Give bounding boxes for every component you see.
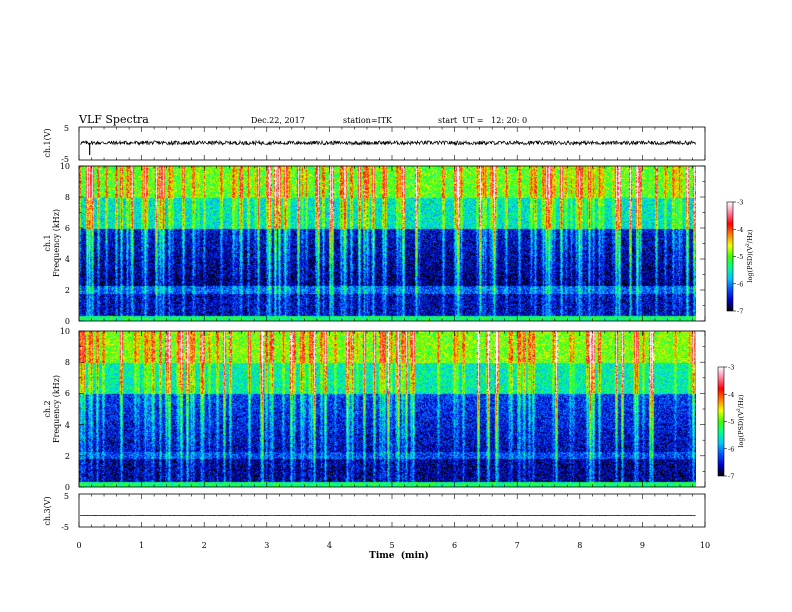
time-axis-label: Time (min) <box>369 550 429 561</box>
ch2-colorbar-tick-label: -6 <box>728 445 734 453</box>
time-axis-tick-label: 9 <box>640 541 645 550</box>
time-axis-tick-label: 8 <box>577 541 582 550</box>
time-axis-tick-label: 5 <box>389 541 394 550</box>
ch3-waveform-xticks <box>78 494 706 527</box>
ch2-spec-ytick-10: 10 <box>60 327 70 336</box>
ch1-spec-ytick-10: 10 <box>60 162 70 171</box>
ch2-spec-ytick-0: 0 <box>65 483 70 492</box>
ch2-colorbar-ticks: -3 -4 -5 -6 -7 <box>724 364 734 481</box>
ch3-ytick-bottom: -5 <box>61 523 69 532</box>
ch2-colorbar-tick-label: -7 <box>728 473 734 481</box>
ch1-colorbar-tick-label: -3 <box>737 199 743 207</box>
ch2-spec-ytick-6: 6 <box>65 389 70 398</box>
ch1-waveform-series <box>79 139 696 156</box>
ch1-colorbar-bar <box>726 201 734 312</box>
ch2-spec-ytick-2: 2 <box>65 452 70 461</box>
ch1-spec-ytick-4: 4 <box>65 255 70 264</box>
ch1-spec-ylabel-frequency: Frequency (kHz) <box>52 209 61 277</box>
time-axis-tick-label: 4 <box>327 541 332 550</box>
ch2-spec-ylabel-channel: ch.2 <box>43 400 52 417</box>
ch1-waveform-panel: 5 -5 ch.1(V) <box>43 124 706 164</box>
ch1-ylabel: ch.1(V) <box>43 128 52 157</box>
ch1-ytick-top: 5 <box>64 124 69 133</box>
ch2-colorbar-bar <box>717 366 725 477</box>
ch1-spec-ytick-6: 6 <box>65 224 70 233</box>
time-axis-tick-labels: 0 1 2 3 4 5 6 7 8 9 10 <box>76 541 710 550</box>
time-axis-tick-label: 3 <box>264 541 269 550</box>
ch1-colorbar-tick-label: -4 <box>737 226 743 234</box>
ch1-spec-ytick-0: 0 <box>65 317 70 326</box>
time-axis-tick-label: 2 <box>202 541 207 550</box>
ch3-waveform-panel: 5 -5 ch.3(V) <box>43 492 706 532</box>
ch3-ylabel: ch.3(V) <box>43 496 52 525</box>
ch2-spectrogram-image <box>79 331 696 487</box>
ch1-ytick-bottom: -5 <box>61 155 69 164</box>
waveform-trace <box>79 139 696 147</box>
ch1-colorbar: -3 -4 -5 -6 -7 log(PSD)(V2/Hz) <box>726 199 754 316</box>
ch2-colorbar-tick-label: -3 <box>728 364 734 372</box>
ch2-spec-ylabel-frequency: Frequency (kHz) <box>52 375 61 443</box>
ch2-spec-ytick-8: 8 <box>65 358 70 367</box>
header-station: station=ITK <box>343 116 393 125</box>
ch1-colorbar-tick-label: -6 <box>737 280 743 288</box>
ch1-colorbar-ticks: -3 -4 -5 -6 -7 <box>733 199 743 316</box>
time-axis-tick-label: 6 <box>452 541 457 550</box>
ch1-colorbar-label: log(PSD)(V2/Hz) <box>745 229 754 283</box>
ch1-spectrogram-ticks <box>78 165 706 322</box>
ch2-colorbar-label: log(PSD)(V2/Hz) <box>736 394 745 448</box>
header-start-ut: start UT = 12: 20: 0 <box>438 116 527 125</box>
ch2-spectrogram-ticks <box>78 330 706 488</box>
ch1-spec-ylabel-channel: ch.1 <box>43 234 52 251</box>
time-axis-tick-label: 7 <box>515 541 520 550</box>
ch2-spectrogram-panel: 0 2 4 6 8 10 ch.2 Frequency (kHz) <box>43 327 706 492</box>
ch1-spectrogram-image <box>79 166 696 321</box>
header-date: Dec.22, 2017 <box>251 116 305 125</box>
ch1-spec-ytick-2: 2 <box>65 286 70 295</box>
ch3-ytick-top: 5 <box>64 492 69 501</box>
ch2-colorbar-tick-label: -4 <box>728 391 734 399</box>
ch2-colorbar-tick-label: -5 <box>728 418 734 426</box>
ch1-colorbar-tick-label: -7 <box>737 308 743 316</box>
ch1-waveform-xticks <box>78 127 706 160</box>
time-axis-tick-label: 0 <box>76 541 81 550</box>
spectrogram-raster <box>79 166 696 321</box>
spectrogram-raster <box>79 331 696 487</box>
ch2-colorbar: -3 -4 -5 -6 -7 log(PSD)(V2/Hz) <box>717 364 745 481</box>
ch1-colorbar-tick-label: -5 <box>737 253 743 261</box>
ch1-spectrogram-panel: 0 2 4 6 8 10 ch.1 Frequency (kHz) <box>43 162 706 326</box>
figure-title: VLF Spectra <box>78 113 149 126</box>
ch1-spec-ytick-8: 8 <box>65 193 70 202</box>
ch2-spec-ytick-4: 4 <box>65 421 70 430</box>
time-axis-tick-label: 1 <box>139 541 144 550</box>
time-axis-tick-label: 10 <box>700 541 710 550</box>
